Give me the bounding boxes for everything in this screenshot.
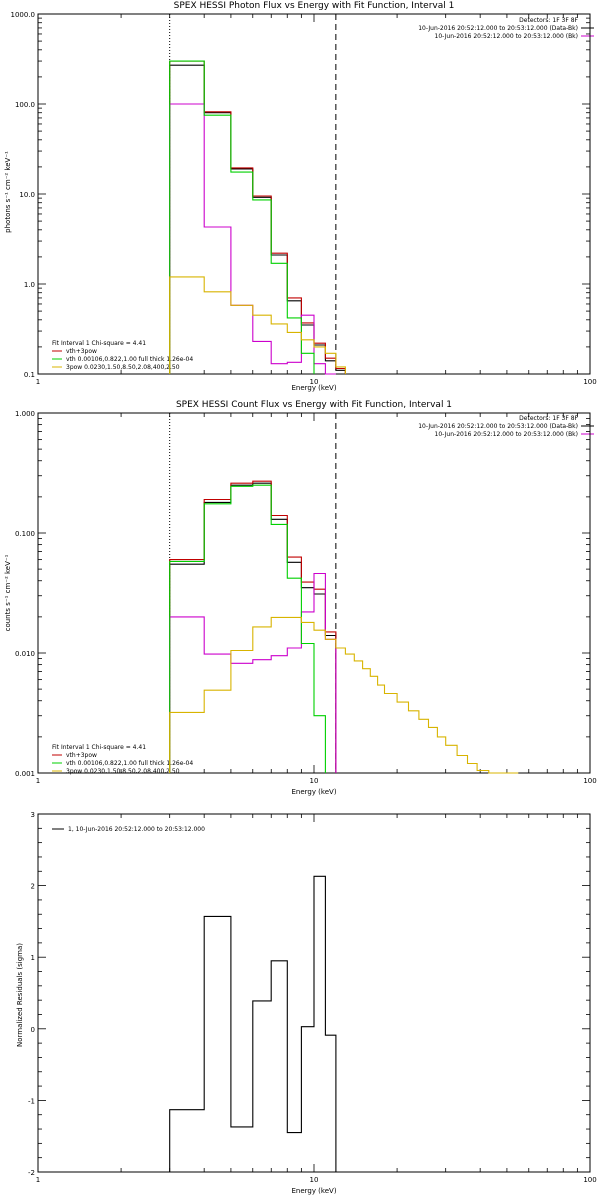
- x-tick-label: 10: [310, 378, 319, 386]
- x-axis-label: Energy (keV): [291, 788, 336, 796]
- y-tick-label: 1000.0: [11, 11, 36, 19]
- legend-fit-interval: Fit Interval 1 Chi-square = 4.41: [52, 744, 146, 751]
- series-red-line: [169, 60, 346, 374]
- header-lines: Detectors: 1F 3F 8F 10-Jun-2016 20:52:12…: [418, 17, 594, 40]
- header-detectors: Detectors: 1F 3F 8F: [519, 17, 578, 24]
- y-axis-label: Normalized Residuals (sigma): [16, 943, 24, 1047]
- legend-residuals: 1, 10-Jun-2016 20:52:12.000 to 20:53:12.…: [68, 826, 205, 833]
- x-tick-label: 100: [583, 777, 596, 785]
- x-tick-label: 1: [36, 1176, 40, 1184]
- series-green-line: [169, 484, 326, 773]
- legend-vth: vth 0.00106,0.822,1.00 full thick 1.26e-…: [66, 760, 193, 767]
- y-tick-label: 0.100: [15, 530, 35, 538]
- legend: Fit Interval 1 Chi-square = 4.41 vth+3po…: [52, 744, 193, 775]
- y-tick-label: 0.010: [15, 650, 35, 658]
- x-tick-label: 10: [310, 1176, 319, 1184]
- photon-flux-panel: SPEX HESSI Photon Flux vs Energy with Fi…: [4, 1, 597, 392]
- y-tick-label: 1: [31, 954, 35, 962]
- legend-3pow: 3pow 0.0230,1.50,8.50,2.08,400,2.50: [66, 364, 180, 371]
- series-magenta-line: [169, 572, 337, 773]
- legend: 1, 10-Jun-2016 20:52:12.000 to 20:53:12.…: [52, 826, 205, 833]
- y-tick-label: -1: [28, 1097, 35, 1105]
- series-red-line: [169, 480, 337, 773]
- y-tick-label: 10.0: [19, 191, 35, 199]
- x-tick-label: 100: [583, 378, 596, 386]
- y-tick-label: 1.000: [15, 410, 35, 418]
- panel-title: SPEX HESSI Count Flux vs Energy with Fit…: [176, 400, 452, 410]
- legend-fit-interval: Fit Interval 1 Chi-square = 4.41: [52, 340, 146, 347]
- series-black-line: [169, 64, 346, 374]
- y-tick-label: 100.0: [15, 101, 35, 109]
- y-tick-label: -2: [28, 1169, 35, 1177]
- y-tick-label: 0.1: [24, 371, 35, 379]
- header-lines: Detectors: 1F 3F 8F 10-Jun-2016 20:52:12…: [418, 415, 594, 438]
- series-green-line: [169, 60, 315, 374]
- x-axis-label: Energy (keV): [291, 1187, 336, 1195]
- y-tick-label: 3: [31, 811, 35, 819]
- y-tick-label: 1.0: [24, 281, 35, 289]
- y-axis-label: counts s⁻¹ cm⁻² keV⁻¹: [4, 554, 12, 631]
- x-axis-label: Energy (keV): [291, 384, 336, 392]
- x-tick-label: 100: [583, 1176, 596, 1184]
- header-data-bk: 10-Jun-2016 20:52:12.000 to 20:53:12.000…: [418, 423, 578, 430]
- legend: Fit Interval 1 Chi-square = 4.41 vth+3po…: [52, 340, 193, 371]
- y-axis-label: photons s⁻¹ cm⁻² keV⁻¹: [4, 151, 12, 233]
- y-tick-label: 2: [31, 883, 35, 891]
- header-data-bk: 10-Jun-2016 20:52:12.000 to 20:53:12.000…: [418, 25, 578, 32]
- x-tick-label: 1: [36, 777, 40, 785]
- series-black-line: [169, 875, 337, 1172]
- series-magenta-line: [169, 103, 336, 375]
- y-tick-label: 0.001: [15, 770, 35, 778]
- legend-vth: vth 0.00106,0.822,1.00 full thick 1.26e-…: [66, 356, 193, 363]
- x-tick-label: 10: [310, 777, 319, 785]
- photon-flux-plot: 1 10 100 0.1 1.0 10.0 100.0 1000.0: [11, 11, 597, 386]
- header-bk: 10-Jun-2016 20:52:12.000 to 20:53:12.000…: [435, 33, 578, 40]
- residuals-plot: 1 10 100 -2 -1 0 1 2 3: [28, 811, 597, 1184]
- header-detectors: Detectors: 1F 3F 8F: [519, 415, 578, 422]
- header-bk: 10-Jun-2016 20:52:12.000 to 20:53:12.000…: [435, 431, 578, 438]
- count-flux-panel: SPEX HESSI Count Flux vs Energy with Fit…: [4, 400, 597, 796]
- y-tick-label: 0: [31, 1026, 35, 1034]
- legend-total: vth+3pow: [66, 752, 97, 759]
- legend-3pow: 3pow 0.0230,1.50,8.50,2.08,400,2.50: [66, 768, 180, 775]
- legend-total: vth+3pow: [66, 348, 97, 355]
- series-black-line: [169, 482, 337, 773]
- panel-title: SPEX HESSI Photon Flux vs Energy with Fi…: [174, 1, 455, 11]
- count-flux-plot: 1 10 100 0.001 0.010 0.100 1.000: [15, 410, 597, 785]
- residuals-panel: Normalized Residuals (sigma) Energy (keV…: [16, 811, 597, 1195]
- x-tick-label: 1: [36, 378, 40, 386]
- series-yellow-line: [169, 616, 519, 774]
- series-yellow-line: [169, 276, 346, 374]
